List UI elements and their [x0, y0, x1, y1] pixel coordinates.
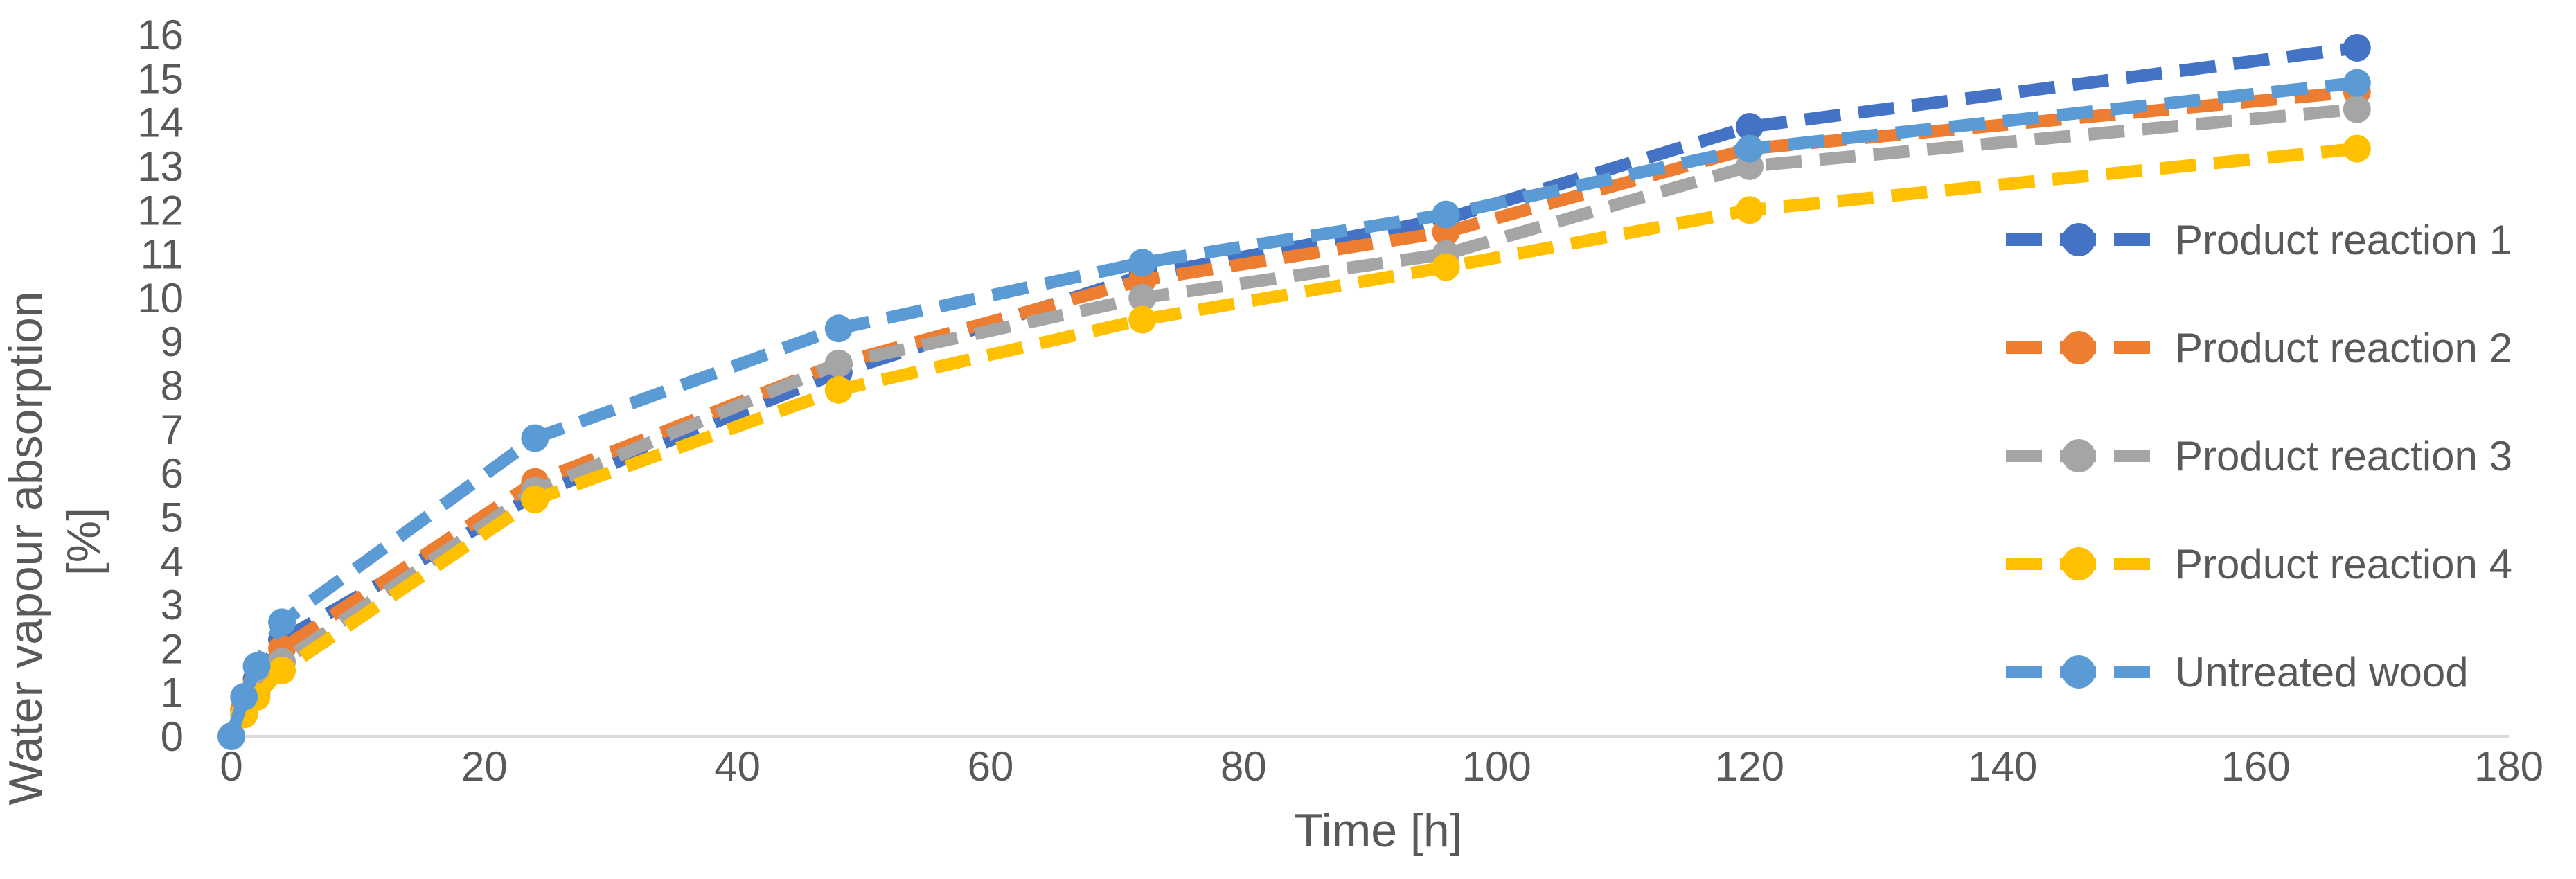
x-tick-label: 120 — [1715, 743, 1784, 790]
y-tick-label: 6 — [161, 450, 184, 497]
legend-label: Product reaction 2 — [2175, 325, 2512, 371]
x-tick-label: 180 — [2474, 743, 2543, 790]
data-point — [1432, 200, 1460, 229]
data-point — [2343, 134, 2371, 163]
data-point — [2343, 69, 2371, 97]
y-tick-label: 2 — [161, 625, 184, 672]
legend-label: Untreated wood — [2175, 649, 2469, 695]
legend-item: Product reaction 1 — [2006, 217, 2512, 263]
data-point — [268, 608, 296, 637]
x-axis-ticks: 0 20 40 60 80 100 120 140 160 180 — [220, 743, 2543, 790]
legend-swatch-marker — [2062, 655, 2095, 689]
data-point — [268, 657, 296, 685]
y-axis-title-line-2: [%] — [57, 508, 110, 576]
x-tick-label: 60 — [968, 743, 1014, 790]
data-point — [1432, 253, 1460, 281]
series-3 — [217, 95, 2371, 750]
y-tick-label: 15 — [137, 55, 184, 102]
x-tick-label: 40 — [714, 743, 761, 790]
legend-swatch-marker — [2062, 331, 2095, 364]
data-point — [824, 375, 853, 404]
y-tick-label: 11 — [141, 231, 184, 278]
data-point — [2343, 95, 2371, 123]
data-point — [1736, 134, 1764, 163]
y-tick-label: 5 — [161, 494, 184, 540]
legend-label: Product reaction 3 — [2175, 433, 2512, 479]
data-point — [824, 349, 853, 378]
legend-item: Untreated wood — [2006, 649, 2469, 695]
legend-item: Product reaction 3 — [2006, 433, 2512, 479]
y-tick-label: 3 — [161, 582, 184, 628]
x-tick-label: 160 — [2221, 743, 2291, 790]
legend-label: Product reaction 4 — [2175, 541, 2512, 587]
y-tick-label: 7 — [161, 407, 184, 453]
legend-item: Product reaction 2 — [2006, 325, 2512, 371]
series-5 — [217, 69, 2371, 750]
series-line — [226, 103, 2358, 740]
y-tick-label: 9 — [161, 319, 184, 365]
x-tick-label: 140 — [1968, 743, 2037, 790]
y-tick-label: 13 — [137, 143, 184, 190]
y-tick-label: 0 — [161, 713, 184, 760]
y-axis-title: Water vapour absorption [%] — [0, 278, 110, 806]
data-point — [217, 722, 245, 750]
legend-swatch-marker — [2062, 547, 2095, 580]
y-tick-label: 8 — [161, 363, 184, 409]
data-point — [1128, 249, 1157, 277]
data-point — [242, 652, 271, 680]
x-tick-label: 20 — [461, 743, 508, 790]
data-point — [1736, 112, 1764, 141]
x-tick-label: 80 — [1220, 743, 1267, 790]
data-point — [521, 424, 549, 452]
data-point — [1128, 283, 1157, 312]
data-point — [2343, 33, 2371, 62]
y-tick-label: 1 — [161, 670, 184, 716]
data-point — [1736, 196, 1764, 224]
x-axis-title: Time [h] — [1294, 804, 1462, 857]
y-axis-title-line-1: Water vapour absorption — [0, 291, 52, 805]
legend-label: Product reaction 1 — [2175, 217, 2512, 263]
data-point — [824, 314, 853, 343]
legend-swatch-marker — [2062, 223, 2095, 256]
series-line — [226, 142, 2358, 740]
legend-item: Product reaction 4 — [2006, 541, 2512, 587]
series-line — [225, 76, 2358, 738]
x-tick-label: 0 — [220, 743, 242, 790]
series-2 — [217, 78, 2371, 750]
series-line — [225, 85, 2358, 739]
y-tick-label: 12 — [137, 187, 184, 233]
data-point — [521, 486, 549, 514]
data-point — [1128, 305, 1157, 334]
series-layer — [217, 33, 2371, 750]
data-point — [230, 683, 258, 711]
y-tick-label: 16 — [137, 12, 184, 58]
y-tick-label: 4 — [161, 538, 184, 585]
y-tick-label: 10 — [137, 275, 184, 321]
legend: Product reaction 1 Product reaction 2 Prod… — [2006, 217, 2512, 695]
x-tick-label: 100 — [1462, 743, 1531, 790]
legend-swatch-marker — [2062, 439, 2095, 472]
y-tick-label: 14 — [137, 100, 184, 146]
series-line — [225, 42, 2358, 739]
